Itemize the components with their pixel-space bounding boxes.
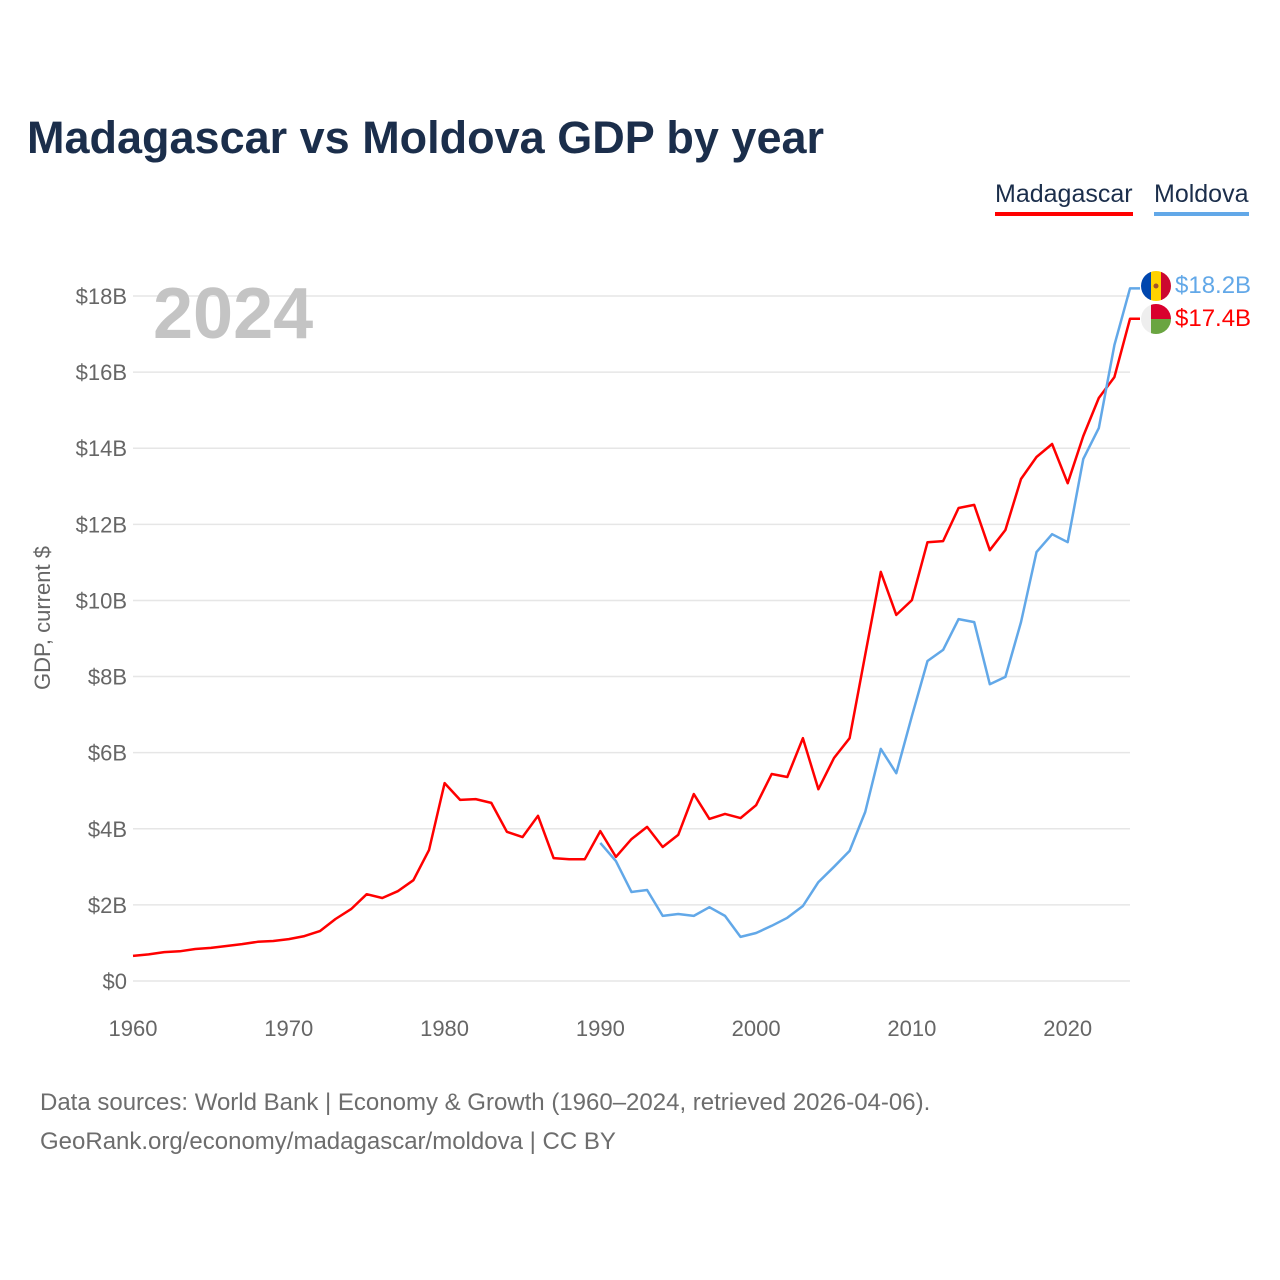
y-tick-label: $12B — [76, 512, 127, 537]
moldova-end-label: $18.2B — [1175, 272, 1251, 299]
x-tick-label: 2000 — [732, 1016, 781, 1041]
legend-madagascar[interactable]: Madagascar — [995, 180, 1133, 216]
x-tick-label: 1980 — [420, 1016, 469, 1041]
y-tick-label: $14B — [76, 436, 127, 461]
madagascar-flag-icon — [1141, 304, 1171, 334]
y-tick-label: $6B — [88, 741, 127, 766]
y-tick-label: $18B — [76, 284, 127, 309]
footer: Data sources: World Bank | Economy & Gro… — [40, 1083, 930, 1161]
year-label: 2024 — [153, 274, 313, 354]
legend-moldova[interactable]: Moldova — [1154, 180, 1249, 216]
x-tick-label: 1970 — [264, 1016, 313, 1041]
y-tick-label: $4B — [88, 817, 127, 842]
y-tick-label: $2B — [88, 893, 127, 918]
y-tick-label: $8B — [88, 665, 127, 690]
y-tick-label: $16B — [76, 360, 127, 385]
series-line-moldova — [599, 287, 1140, 939]
y-axis-label: GDP, current $ — [30, 546, 55, 690]
madagascar-end-label: $17.4B — [1175, 305, 1251, 332]
x-tick-label: 2010 — [887, 1016, 936, 1041]
x-tick-label: 1990 — [576, 1016, 625, 1041]
chart-title: Madagascar vs Moldova GDP by year — [27, 112, 825, 163]
footer-sources: Data sources: World Bank | Economy & Gro… — [40, 1089, 931, 1116]
y-tick-label: $10B — [76, 588, 127, 613]
series-line-madagascar — [132, 317, 1140, 958]
moldova-flag-icon — [1141, 271, 1171, 301]
footer-link[interactable]: GeoRank.org/economy/madagascar/moldova |… — [40, 1128, 616, 1155]
x-tick-label: 1960 — [109, 1016, 158, 1041]
y-tick-label: $0 — [103, 969, 127, 994]
x-tick-label: 2020 — [1043, 1016, 1092, 1041]
